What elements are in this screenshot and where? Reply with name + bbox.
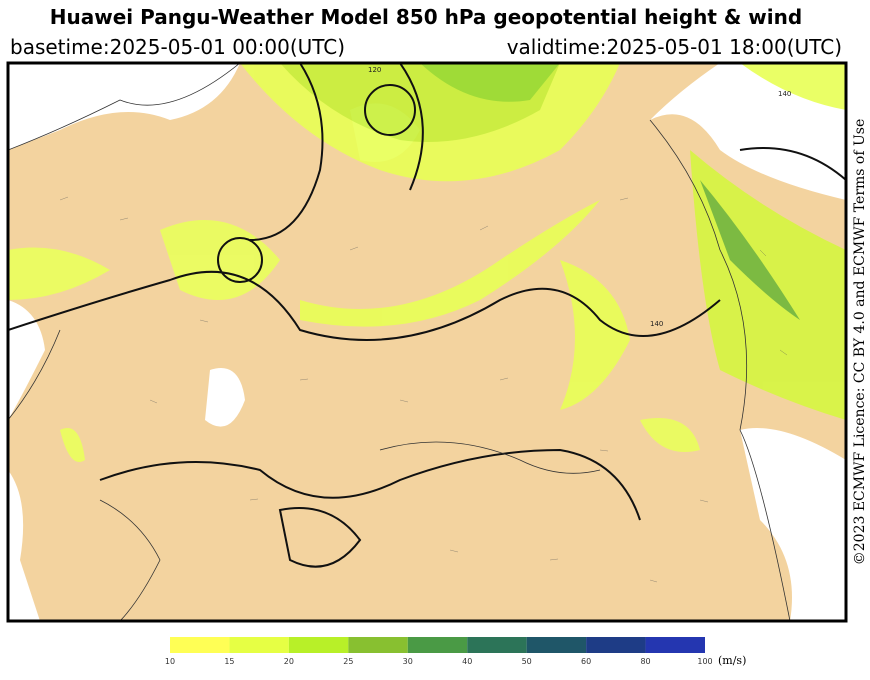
colorbar-tick-label: 40 bbox=[462, 657, 472, 666]
colorbar-tick-label: 50 bbox=[522, 657, 532, 666]
colorbar-segment bbox=[467, 637, 527, 653]
map: 120 140 140 bbox=[6, 61, 848, 623]
colorbar-segment bbox=[407, 637, 468, 653]
colorbar-tick-label: 60 bbox=[581, 657, 591, 666]
colorbar-segment bbox=[645, 637, 705, 653]
colorbar-tick-label: 25 bbox=[343, 657, 353, 666]
colorbar-tick-label: 30 bbox=[403, 657, 413, 666]
validtime: validtime:2025-05-01 18:00(UTC) bbox=[507, 35, 842, 59]
colorbar-segment bbox=[526, 637, 587, 653]
colorbar: 10 15 20 25 30 40 50 60 80 100 bbox=[165, 637, 713, 666]
basetime: basetime:2025-05-01 00:00(UTC) bbox=[10, 35, 345, 59]
colorbar-unit: (m/s) bbox=[718, 654, 746, 667]
licence: ©2023 ECMWF Licence: CC BY 4.0 and ECMWF… bbox=[852, 119, 868, 566]
colorbar-tick-label: 20 bbox=[284, 657, 294, 666]
colorbar-tick-label: 100 bbox=[697, 657, 712, 666]
map-frame bbox=[6, 61, 848, 623]
colorbar-tick-label: 80 bbox=[640, 657, 650, 666]
title: Huawei Pangu-Weather Model 850 hPa geopo… bbox=[50, 5, 802, 29]
colorbar-tick-label: 15 bbox=[224, 657, 234, 666]
contour-label: 140 bbox=[778, 90, 791, 98]
colorbar-segment bbox=[170, 637, 230, 653]
colorbar-segment bbox=[288, 637, 349, 653]
colorbar-segment bbox=[586, 637, 646, 653]
colorbar-tick-label: 10 bbox=[165, 657, 175, 666]
contour-label: 140 bbox=[650, 320, 663, 328]
colorbar-segment bbox=[229, 637, 289, 653]
colorbar-segment bbox=[348, 637, 408, 653]
contour-label: 120 bbox=[368, 66, 381, 74]
